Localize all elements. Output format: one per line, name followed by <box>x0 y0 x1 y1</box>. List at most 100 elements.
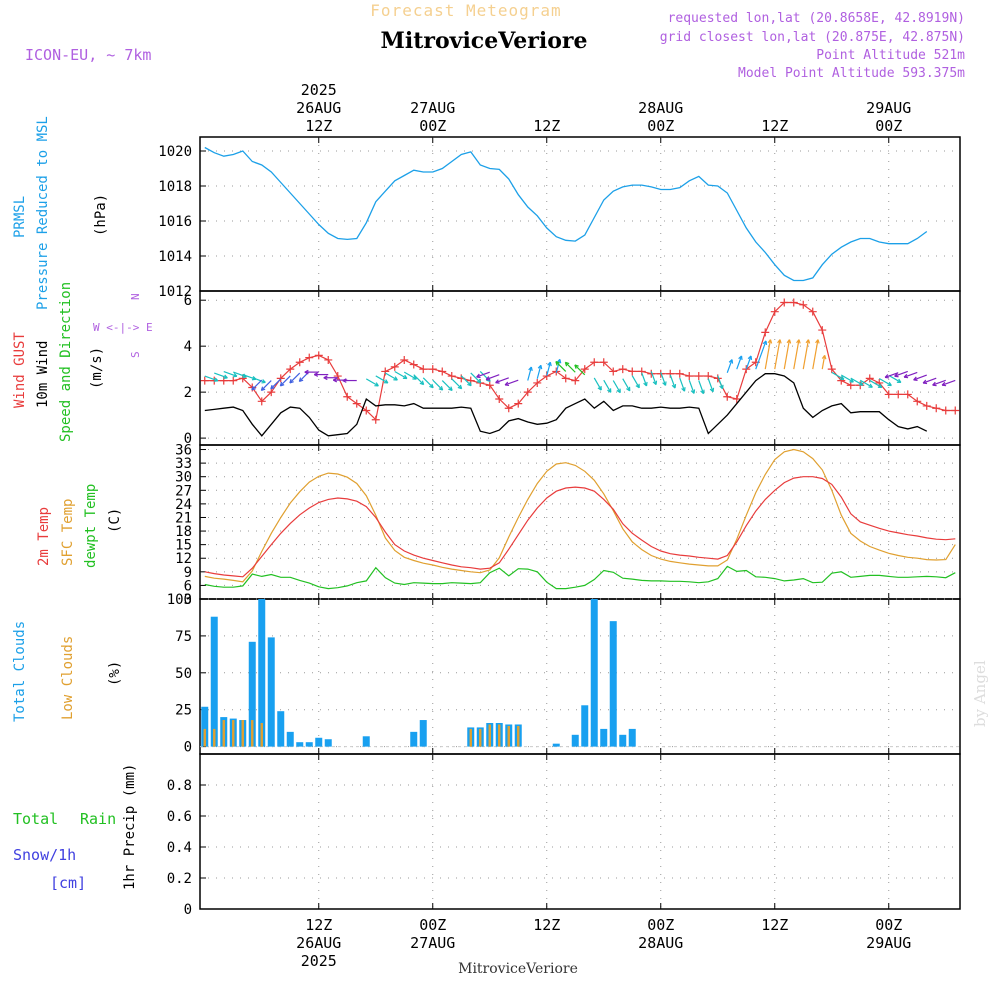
gust-marker <box>609 367 618 376</box>
precip-cm-label: [cm] <box>50 874 86 892</box>
precip-unit: 1hr Precip (mm) <box>122 764 138 890</box>
wind-arrow-head <box>671 383 677 389</box>
gust-marker <box>561 374 570 383</box>
wind-direction-arrow <box>913 374 927 381</box>
point-altitude: Point Altitude 521m <box>816 48 965 63</box>
wind-direction-arrow <box>641 372 648 387</box>
wind-arrow-head <box>607 388 612 393</box>
gust-marker <box>352 399 361 408</box>
wind-direction-arrow <box>527 366 532 381</box>
total-clouds-label: Total Clouds <box>12 621 28 722</box>
wind-direction-arrow <box>260 380 272 391</box>
wind-unit: (m/s) <box>89 347 105 389</box>
total-cloud-bar <box>248 641 256 747</box>
wind-direction-arrow <box>394 370 408 380</box>
wind-arrow-head <box>438 386 444 391</box>
total-cloud-bar <box>609 621 617 747</box>
y-tick-label: 36 <box>175 443 192 459</box>
wind-direction-arrow <box>736 355 743 370</box>
wind-arrow-head <box>342 378 347 383</box>
total-cloud-bar <box>286 731 294 747</box>
time-label-bottom: 12Z <box>533 916 560 934</box>
sfc-temp-line <box>204 448 956 583</box>
low-cloud-bar <box>479 728 482 747</box>
wind-direction-arrow <box>384 372 398 381</box>
y-tick-label: 0 <box>184 902 192 918</box>
total-cloud-bar <box>362 736 370 747</box>
time-label-bottom: 29AUG <box>866 934 911 952</box>
wind-arrow-head <box>821 355 827 360</box>
wind-arrow-head <box>467 381 472 387</box>
wind-arrow-head <box>681 387 686 392</box>
wind-direction-arrow <box>726 359 733 373</box>
wind-direction-arrow <box>555 361 567 372</box>
panel-frame <box>199 753 961 910</box>
low-cloud-bar <box>203 728 206 747</box>
pressure-unit: (hPa) <box>93 194 109 236</box>
y-tick-label: 0.2 <box>167 871 192 887</box>
plot-area: 1012101410161018102002463691215182124273… <box>158 81 961 970</box>
gust-marker <box>419 365 428 374</box>
precip-snow-label: Snow/1h <box>13 846 76 864</box>
dewpt-label: dewpt Temp <box>83 484 99 568</box>
gust-marker <box>305 353 314 362</box>
wind-arrow-head <box>941 381 947 387</box>
wind-arrow-head <box>762 340 768 346</box>
wind-arrow-head <box>313 372 319 377</box>
gust-marker <box>846 381 855 390</box>
footer-station: MitroviceVeriore <box>458 961 578 977</box>
wind-arrow-head <box>719 384 724 390</box>
time-label-bottom: 12Z <box>305 916 332 934</box>
gust-marker <box>799 300 808 309</box>
wind-arrow-head <box>323 375 328 381</box>
gust-marker <box>818 326 827 335</box>
total-cloud-bar <box>619 734 627 747</box>
gust-marker <box>314 351 323 360</box>
wind-direction-arrow <box>233 371 247 378</box>
y-tick-label: 1014 <box>158 249 192 265</box>
y-tick-label: 30 <box>175 470 192 486</box>
low-clouds-label: Low Clouds <box>60 636 76 720</box>
total-cloud-bar <box>201 706 209 747</box>
total-cloud-bar <box>305 742 313 747</box>
wind-direction-arrow <box>821 355 826 370</box>
wind-arrow-head <box>662 381 667 386</box>
wind-arrow-head <box>626 386 631 392</box>
gust-marker <box>495 395 504 404</box>
wind-arrow-head <box>261 379 266 384</box>
y-tick-label: 50 <box>175 666 192 682</box>
wind-arrow-head <box>786 339 792 344</box>
wind-arrow-head <box>476 378 482 384</box>
wind-arrow-head <box>903 373 909 379</box>
wind-arrow-head <box>412 375 417 380</box>
y-tick-label: 3 <box>184 592 192 608</box>
wind-arrow-head <box>700 389 705 395</box>
total-cloud-bar <box>628 728 636 747</box>
wind-arrow-head <box>448 386 453 391</box>
wind-arrow-head <box>913 376 918 381</box>
gust-marker <box>590 358 599 367</box>
y-tick-label: 1016 <box>158 214 192 230</box>
gust-marker <box>514 399 523 408</box>
gust-label: Wind GUST <box>12 332 28 408</box>
wind-arrow-head <box>777 339 782 344</box>
gust-marker <box>485 381 494 390</box>
time-label-bottom: 12Z <box>761 916 788 934</box>
y-tick-label: 6 <box>184 293 192 309</box>
gust-marker <box>371 415 380 424</box>
sfc-temp-label: SFC Temp <box>60 499 76 566</box>
wind-direction-arrow <box>495 377 509 384</box>
wind-direction-arrow <box>793 339 800 370</box>
time-label-top: 12Z <box>533 117 560 135</box>
wind-arrow-head <box>616 388 621 394</box>
wind-arrow-head <box>251 385 256 391</box>
gust-marker <box>647 369 656 378</box>
wind-arrow-head <box>213 377 219 382</box>
time-label-bottom: 00Z <box>419 916 446 934</box>
wind-direction-arrow <box>859 379 873 388</box>
wind-direction-arrow <box>717 375 724 389</box>
wind-direction-arrow <box>365 378 379 387</box>
gust-marker <box>865 374 874 383</box>
gust-marker <box>884 390 893 399</box>
